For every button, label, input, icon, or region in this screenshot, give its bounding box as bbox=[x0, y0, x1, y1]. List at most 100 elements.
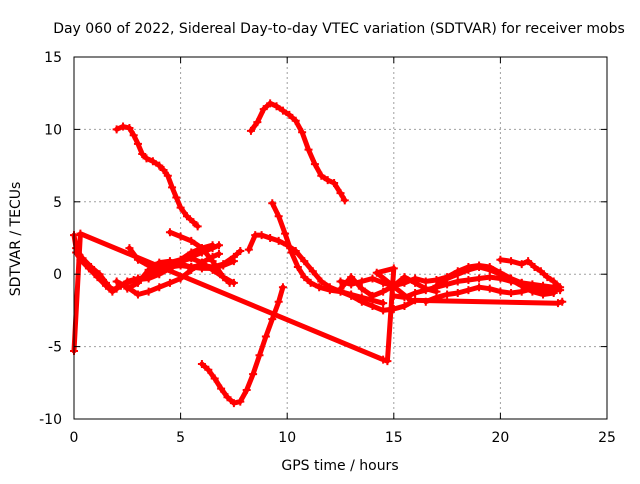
data-point bbox=[112, 284, 121, 293]
data-point bbox=[223, 393, 232, 402]
data-point bbox=[165, 228, 174, 237]
data-series bbox=[70, 99, 567, 408]
data-point bbox=[163, 171, 172, 180]
data-point bbox=[208, 257, 217, 266]
data-point bbox=[475, 262, 484, 271]
data-point bbox=[176, 232, 185, 241]
data-point bbox=[496, 255, 505, 264]
data-point bbox=[530, 262, 539, 271]
data-point bbox=[101, 281, 110, 290]
series-trace-9 bbox=[197, 283, 287, 408]
data-point bbox=[336, 284, 345, 293]
data-point bbox=[372, 268, 381, 277]
x-axis-label: GPS time / hours bbox=[281, 458, 398, 474]
data-point bbox=[229, 399, 238, 408]
data-point bbox=[464, 286, 473, 295]
data-point bbox=[266, 99, 275, 108]
axes: 0 5 10 15 20 25 -10 -5 0 5 10 15 bbox=[39, 50, 616, 446]
data-point bbox=[383, 357, 392, 366]
data-point bbox=[144, 287, 153, 296]
data-point bbox=[357, 297, 366, 306]
series-trace-7 bbox=[165, 228, 238, 287]
chart-title: Day 060 of 2022, Sidereal Day-to-day VTE… bbox=[53, 21, 625, 37]
series-trace-18 bbox=[336, 273, 441, 300]
data-point bbox=[187, 248, 196, 257]
data-point bbox=[336, 277, 345, 286]
data-point bbox=[274, 212, 283, 221]
series-trace-5 bbox=[125, 244, 245, 273]
data-point bbox=[308, 267, 317, 276]
data-point bbox=[261, 332, 270, 341]
data-point bbox=[323, 176, 332, 185]
data-point bbox=[76, 229, 85, 238]
data-point bbox=[549, 277, 558, 286]
data-point bbox=[368, 291, 377, 300]
data-point bbox=[379, 355, 388, 364]
data-point bbox=[268, 315, 277, 324]
data-point bbox=[357, 277, 366, 286]
data-point bbox=[142, 154, 151, 163]
series-line bbox=[71, 231, 565, 364]
data-point bbox=[189, 218, 198, 227]
data-point bbox=[112, 277, 121, 286]
data-point bbox=[133, 290, 142, 299]
y-tick-label: 10 bbox=[44, 122, 62, 138]
series-line bbox=[199, 284, 286, 406]
data-point bbox=[549, 289, 558, 298]
data-point bbox=[325, 286, 334, 295]
data-point bbox=[172, 193, 181, 202]
data-point bbox=[278, 106, 287, 115]
data-point bbox=[347, 280, 356, 289]
data-point bbox=[379, 306, 388, 315]
x-tick-label: 25 bbox=[598, 430, 616, 446]
data-point bbox=[300, 273, 309, 282]
data-point bbox=[219, 273, 228, 282]
data-point bbox=[155, 283, 164, 292]
data-point bbox=[453, 270, 462, 279]
data-point bbox=[300, 257, 309, 266]
data-point bbox=[268, 199, 277, 208]
data-point bbox=[197, 359, 206, 368]
data-point bbox=[249, 370, 258, 379]
data-point bbox=[496, 287, 505, 296]
data-point bbox=[278, 283, 287, 292]
series-trace-12 bbox=[268, 199, 420, 315]
data-point bbox=[485, 265, 494, 274]
series-line bbox=[114, 124, 201, 229]
data-point bbox=[453, 289, 462, 298]
data-point bbox=[159, 165, 168, 174]
data-point bbox=[187, 262, 196, 271]
data-point bbox=[536, 267, 545, 276]
data-point bbox=[368, 274, 377, 283]
data-point bbox=[84, 264, 93, 273]
data-point bbox=[304, 145, 313, 154]
data-point bbox=[125, 123, 134, 132]
data-point bbox=[274, 236, 283, 245]
series-trace-17 bbox=[432, 262, 558, 299]
data-point bbox=[214, 249, 223, 258]
y-tick-label: -10 bbox=[39, 412, 62, 428]
data-point bbox=[507, 275, 516, 284]
data-point bbox=[208, 241, 217, 250]
series-trace-10 bbox=[246, 99, 349, 205]
data-point bbox=[229, 278, 238, 287]
data-point bbox=[123, 284, 132, 293]
x-tick-label: 0 bbox=[70, 430, 79, 446]
data-point bbox=[421, 284, 430, 293]
series-trace-11 bbox=[244, 231, 388, 308]
series-line bbox=[248, 100, 348, 203]
data-point bbox=[244, 245, 253, 254]
data-point bbox=[336, 189, 345, 198]
y-tick-label: 0 bbox=[53, 267, 62, 283]
series-trace-16 bbox=[496, 255, 565, 292]
data-point bbox=[182, 212, 191, 221]
data-point bbox=[379, 299, 388, 308]
data-point bbox=[266, 234, 275, 242]
data-point bbox=[317, 171, 326, 180]
data-point bbox=[236, 397, 245, 406]
data-point bbox=[556, 283, 565, 292]
data-point bbox=[317, 277, 326, 286]
data-point bbox=[165, 278, 174, 287]
data-point bbox=[347, 273, 356, 282]
